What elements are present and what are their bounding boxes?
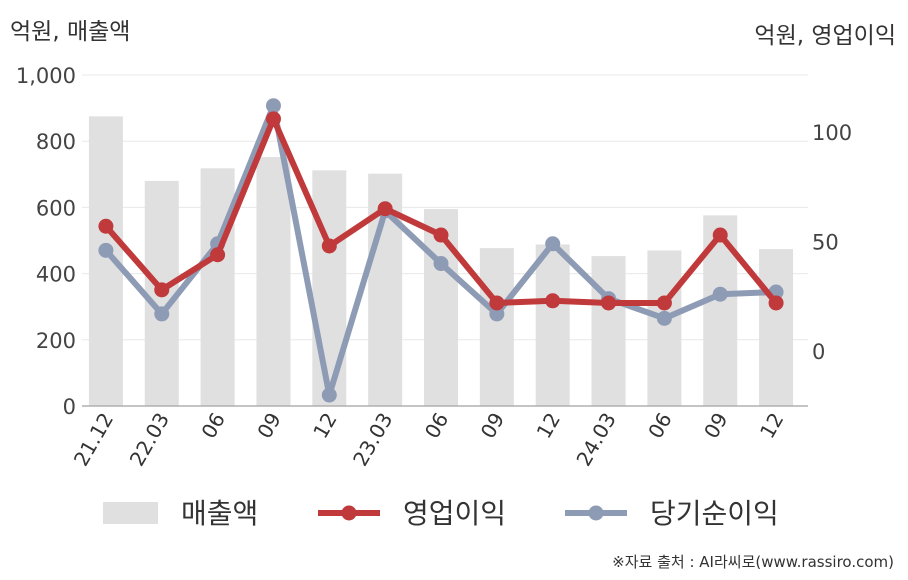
left-axis-unit: 억원, 매출액 xyxy=(10,19,131,45)
legend-swatch-marker xyxy=(588,505,604,521)
data-point xyxy=(433,256,449,272)
data-point xyxy=(377,201,393,217)
data-point xyxy=(154,306,170,322)
bar xyxy=(591,256,626,406)
left-tick-label: 600 xyxy=(36,196,76,220)
data-point xyxy=(433,227,449,243)
bar xyxy=(479,248,514,406)
x-tick-label: 21.12 xyxy=(69,409,118,471)
x-tick-label: 06 xyxy=(196,409,230,443)
x-tick-label: 24.03 xyxy=(571,409,620,471)
left-tick-label: 200 xyxy=(36,329,76,353)
right-y-axis: 0 50 100 xyxy=(812,121,852,364)
line-series xyxy=(98,98,784,403)
source-note: ※자료 출처 : AI라씨로(www.rassiro.com) xyxy=(612,553,894,571)
right-axis-unit: 억원, 영업이익 xyxy=(754,23,896,49)
data-point xyxy=(265,111,281,127)
x-tick-label: 09 xyxy=(476,409,510,443)
x-tick-label: 06 xyxy=(420,409,454,443)
data-point xyxy=(545,293,561,309)
right-tick-label: 0 xyxy=(812,340,825,364)
data-point xyxy=(265,98,281,114)
bar xyxy=(647,250,682,406)
data-point xyxy=(545,236,561,252)
legend-label: 당기순이익 xyxy=(650,497,779,530)
data-point xyxy=(489,295,505,311)
legend-label: 영업이익 xyxy=(403,497,506,530)
right-tick-label: 100 xyxy=(812,121,852,145)
x-tick-label: 06 xyxy=(643,409,677,443)
data-point xyxy=(712,227,728,243)
left-y-axis: 0 200 400 600 800 1,000 xyxy=(16,64,76,419)
bar xyxy=(535,244,570,406)
x-tick-label: 12 xyxy=(308,409,342,443)
x-tick-label: 09 xyxy=(699,409,733,443)
x-tick-label: 22.03 xyxy=(125,409,174,471)
bar xyxy=(256,157,291,406)
x-tick-label: 23.03 xyxy=(348,409,397,471)
data-point xyxy=(712,286,728,302)
data-point xyxy=(321,238,337,254)
x-tick-label: 12 xyxy=(532,409,566,443)
data-point xyxy=(489,306,505,322)
bar xyxy=(759,249,794,406)
legend-swatch-marker xyxy=(341,505,357,521)
bar xyxy=(703,215,738,406)
data-point xyxy=(656,310,672,326)
data-point xyxy=(601,295,617,311)
bar xyxy=(200,168,235,406)
data-point xyxy=(768,295,784,311)
data-point xyxy=(210,247,226,263)
data-point xyxy=(98,242,114,258)
left-tick-label: 400 xyxy=(36,263,76,287)
left-tick-label: 1,000 xyxy=(16,64,76,88)
left-tick-label: 800 xyxy=(36,130,76,154)
right-tick-label: 50 xyxy=(812,231,839,255)
x-axis: 21.12 22.03 06 09 12 23.03 06 09 12 24.03 06 09 12 xyxy=(69,405,808,471)
x-tick-label: 12 xyxy=(755,409,789,443)
data-point xyxy=(321,387,337,403)
data-point xyxy=(98,218,114,234)
x-tick-label: 09 xyxy=(252,409,286,443)
legend-label: 매출액 xyxy=(181,497,258,530)
bar xyxy=(312,170,347,406)
left-tick-label: 0 xyxy=(63,395,76,419)
legend: 매출액 영업이익 당기순이익 xyxy=(103,497,779,530)
data-point xyxy=(656,295,672,311)
legend-swatch-bar xyxy=(103,502,158,524)
data-point xyxy=(154,282,170,298)
